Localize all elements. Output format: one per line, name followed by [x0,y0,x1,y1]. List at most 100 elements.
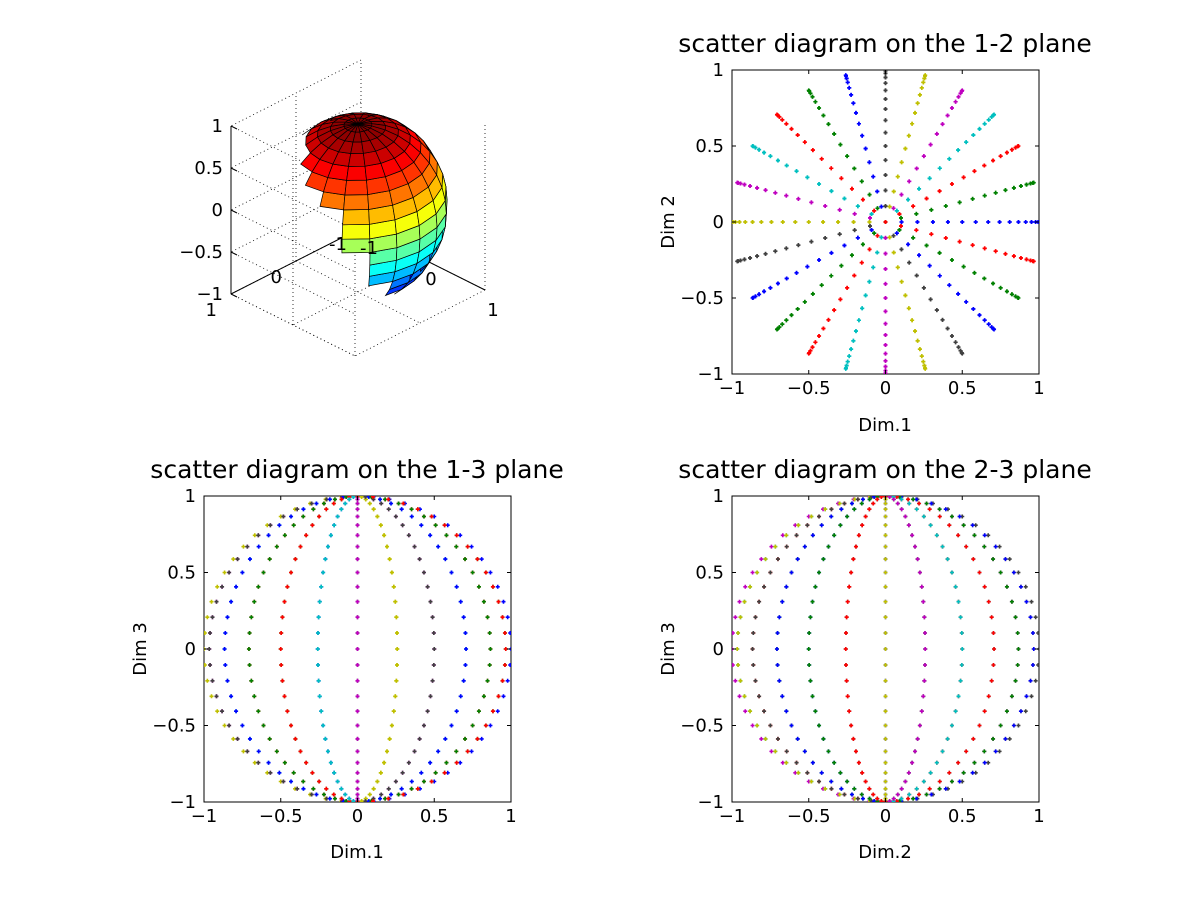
scatter-point [923,631,928,636]
scatter-point [928,142,933,147]
scatter-point [249,678,254,683]
scatter-point [807,89,812,94]
scatter-point [315,631,320,636]
scatter-point [817,182,822,186]
scatter-point [227,723,232,728]
scatter-point [280,615,285,620]
scatter-point [430,678,435,683]
scatter-point [1029,220,1034,224]
scatter-point [463,631,468,636]
scatter-point [891,497,896,502]
scatter-point [907,792,912,797]
scatter-point [339,507,344,512]
scatter-point [431,631,436,636]
scatter-point [738,181,743,186]
scatter-point [321,501,326,506]
scatter-point [883,351,888,356]
scatter-point [964,749,969,754]
scatter-point [982,544,987,549]
scatter-point [839,507,844,512]
scatter-point [899,796,904,801]
scatter-point [298,749,303,754]
scatter-point [959,350,964,355]
scatter-point [339,786,344,791]
scatter-point [986,322,991,327]
scatter-point [851,557,856,562]
scatter-point [832,131,837,136]
scatter-point [502,631,507,636]
scatter-point [293,736,298,741]
scatter-point [998,723,1003,728]
scatter-point [733,615,738,620]
scatter-point [481,599,486,604]
scatter-point [977,126,982,131]
y-axis-label-2-3: Dim 3 [658,622,679,676]
scatter-point [304,760,309,765]
scatter-point [763,736,768,741]
scatter-point [256,709,261,714]
scatter-point [755,185,760,190]
x-tick-label: -1 [360,238,378,259]
scatter-point [924,196,929,201]
scatter-point [849,186,854,191]
y-tick-label: 0 [713,639,724,660]
scatter-point [1028,615,1033,620]
scatter-point [921,599,926,604]
scatter-point [355,662,360,667]
scatter-point [332,523,337,528]
scatter-point [796,523,801,528]
scatter-point [208,631,213,636]
scatter-point [335,779,340,784]
scatter-point [875,206,880,211]
scatter-point [959,631,964,636]
scatter-point [883,173,888,178]
scatter-point [847,85,852,90]
scatter-point [252,599,257,604]
scatter-point [215,584,220,589]
scatter-point [753,615,758,620]
scatter-point [986,533,991,538]
scatter-point [871,501,876,506]
scatter-point [458,533,463,538]
scatter-point [829,514,834,519]
scatter-point [301,507,306,512]
scatter-point [389,792,394,797]
scatter-point [317,514,322,519]
scatter-point [917,723,922,728]
scatter-point [883,770,888,775]
scatter-point [1007,220,1012,224]
scatter-point [415,507,420,512]
scatter-point [921,285,926,290]
scatter-point [859,260,864,265]
scatter-point [913,749,918,754]
scatter-point [412,544,417,549]
scatter-point [917,347,922,352]
scatter-point [949,258,954,262]
scatter-point [295,786,300,791]
scatter-point [395,631,400,636]
scatter-point [928,770,933,775]
scatter-point [382,533,387,538]
scatter-point [748,709,753,714]
scatter-point [458,760,463,765]
scatter-point [860,770,865,775]
scatter-point [883,188,888,193]
scatter-point [809,239,814,244]
scatter-point [449,570,454,575]
scatter-point [898,224,903,229]
scatter-point [867,160,872,165]
scatter-point [784,584,789,589]
scatter-point [315,662,320,667]
scatter-point [883,760,888,765]
scatter-point [379,501,384,506]
scatter-point [997,544,1002,549]
y-tick-label: −1 [697,364,724,385]
scatter-point [949,723,954,728]
scatter-point [469,544,474,549]
scatter-point [419,770,424,775]
scatter-point [1004,709,1009,714]
scatter-point [819,770,824,775]
scatter-point [347,497,352,502]
scatter-point [769,544,774,549]
scatter-point [843,631,848,636]
